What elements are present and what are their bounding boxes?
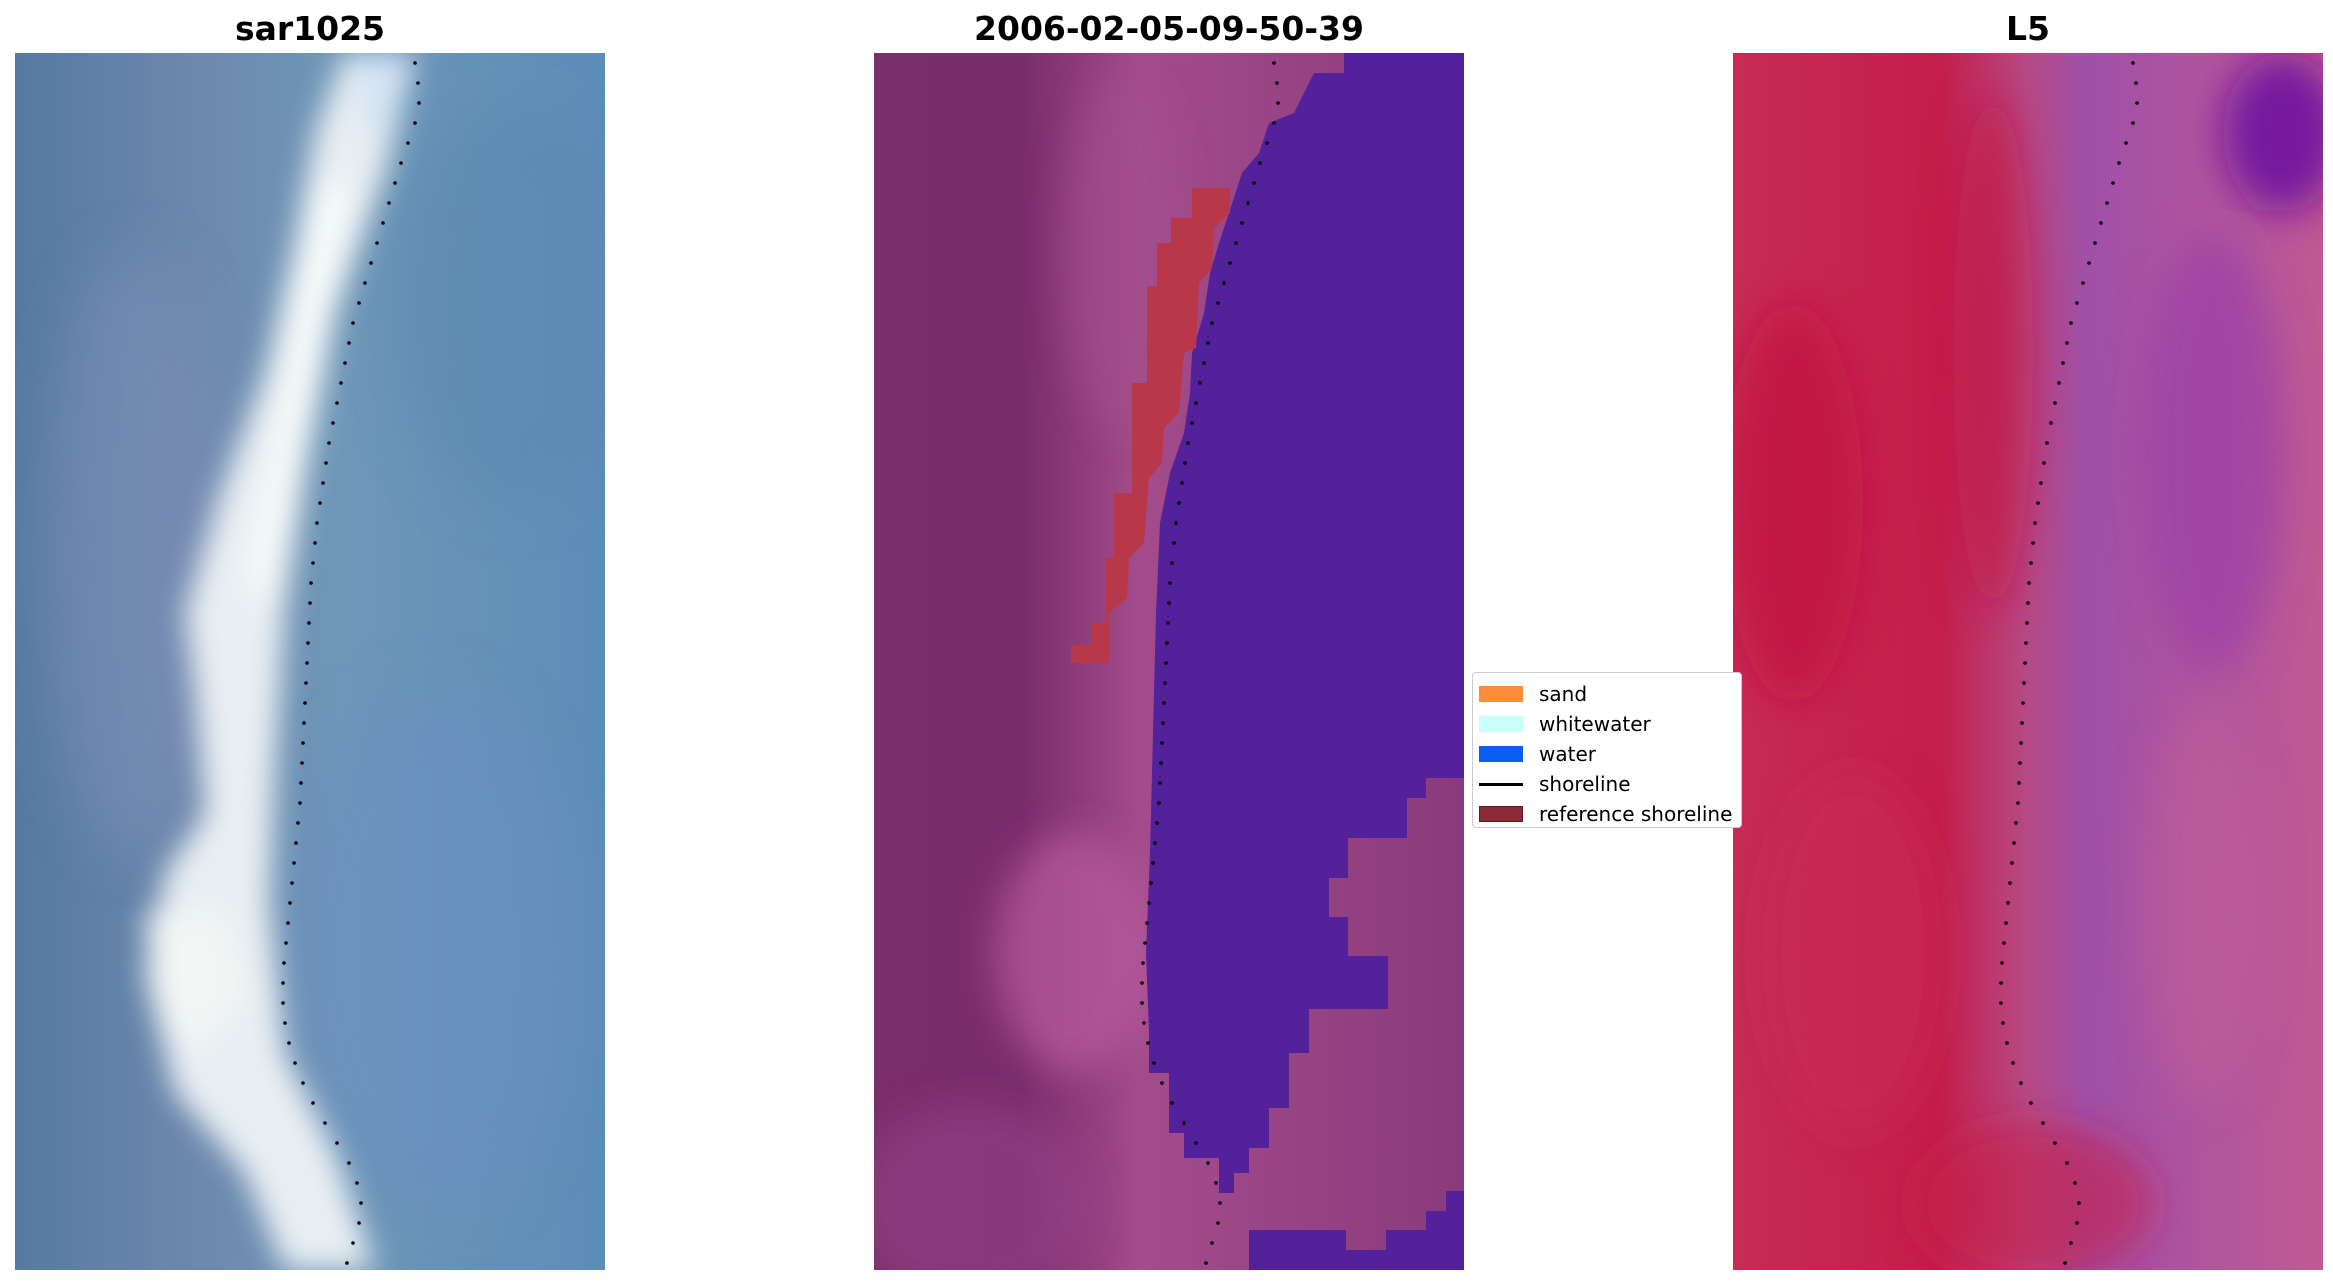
legend-label-reference-shoreline: reference shoreline (1539, 802, 1733, 826)
legend-item-whitewater: whitewater (1479, 711, 1651, 737)
legend-item-reference-shoreline: reference shoreline (1479, 801, 1732, 827)
legend-swatch-reference-shoreline (1479, 806, 1523, 822)
legend-line-shoreline (1479, 782, 1523, 786)
legend-label-whitewater: whitewater (1539, 712, 1651, 736)
legend-label-water: water (1539, 742, 1596, 766)
panel-title-index: L5 (2006, 9, 2050, 48)
shoreline-dots-index (1999, 61, 2139, 1265)
legend-swatch-water (1479, 746, 1523, 762)
water-region (1146, 53, 1464, 1193)
legend-item-sand: sand (1479, 681, 1587, 707)
sand-band (1071, 188, 1230, 663)
legend: sand whitewater water shoreline referenc… (1472, 672, 1742, 828)
legend-label-shoreline: shoreline (1539, 772, 1631, 796)
classification-image (874, 53, 1464, 1270)
panel-title-classification: 2006-02-05-09-50-39 (974, 9, 1364, 48)
panel-title-rgb: sar1025 (234, 9, 386, 48)
legend-item-shoreline: shoreline (1479, 771, 1631, 797)
shoreline-dots-rgb (281, 61, 421, 1265)
legend-item-water: water (1479, 741, 1596, 767)
rgb-image (15, 53, 605, 1270)
index-image (1733, 53, 2323, 1270)
legend-swatch-whitewater (1479, 716, 1523, 732)
legend-swatch-sand (1479, 686, 1523, 702)
legend-label-sand: sand (1539, 682, 1588, 706)
classification-panel (874, 53, 1464, 1270)
rgb-image-panel (15, 53, 605, 1270)
shoreline-dots-class (1140, 61, 1280, 1265)
water-region-bottom (1249, 1191, 1464, 1270)
index-image-panel (1733, 53, 2323, 1270)
